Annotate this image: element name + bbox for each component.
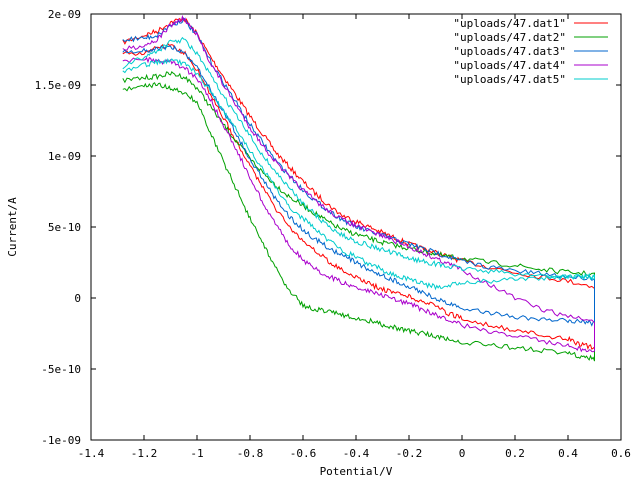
- series-line-3: [122, 17, 595, 327]
- series-line-4: [122, 14, 595, 353]
- x-axis-ticks: -1.4 -1.2 -1 -0.8 -0.6 -0.4 -0.2 0 0.2 0.4 0.6: [78, 14, 631, 460]
- legend: "uploads/47.dat1""uploads/47.dat2""uploa…: [453, 17, 608, 86]
- legend-label: "uploads/47.dat3": [453, 45, 566, 58]
- y-tick-label: 1e-09: [48, 150, 81, 163]
- legend-label: "uploads/47.dat2": [453, 31, 566, 44]
- legend-label: "uploads/47.dat5": [453, 73, 566, 86]
- x-tick-label: -0.4: [343, 447, 370, 460]
- x-tick-label: -0.2: [396, 447, 423, 460]
- x-tick-label: -1.4: [78, 447, 105, 460]
- x-tick-label: -0.6: [290, 447, 317, 460]
- y-tick-label: -5e-10: [41, 363, 81, 376]
- x-tick-label: -1.2: [131, 447, 158, 460]
- y-tick-label: 5e-10: [48, 221, 81, 234]
- series-layer: [122, 14, 595, 362]
- y-tick-label: -1e-09: [41, 434, 81, 447]
- y-axis-ticks: -1e-09 -5e-10 0 5e-10 1e-09 1.5e-09 2e-09: [35, 8, 621, 447]
- x-tick-label: -0.8: [237, 447, 264, 460]
- x-tick-label: -1: [190, 447, 203, 460]
- x-axis-label: Potential/V: [320, 465, 393, 478]
- x-tick-label: 0.4: [558, 447, 578, 460]
- y-axis-label: Current/A: [6, 197, 19, 257]
- series-line-2: [122, 71, 595, 362]
- x-tick-label: 0.6: [611, 447, 631, 460]
- legend-label: "uploads/47.dat1": [453, 17, 566, 30]
- legend-label: "uploads/47.dat4": [453, 59, 566, 72]
- y-tick-label: 0: [74, 292, 81, 305]
- y-tick-label: 2e-09: [48, 8, 81, 21]
- x-tick-label: 0.2: [505, 447, 525, 460]
- series-line-5: [122, 36, 595, 291]
- x-tick-label: 0: [459, 447, 466, 460]
- y-tick-label: 1.5e-09: [35, 79, 81, 92]
